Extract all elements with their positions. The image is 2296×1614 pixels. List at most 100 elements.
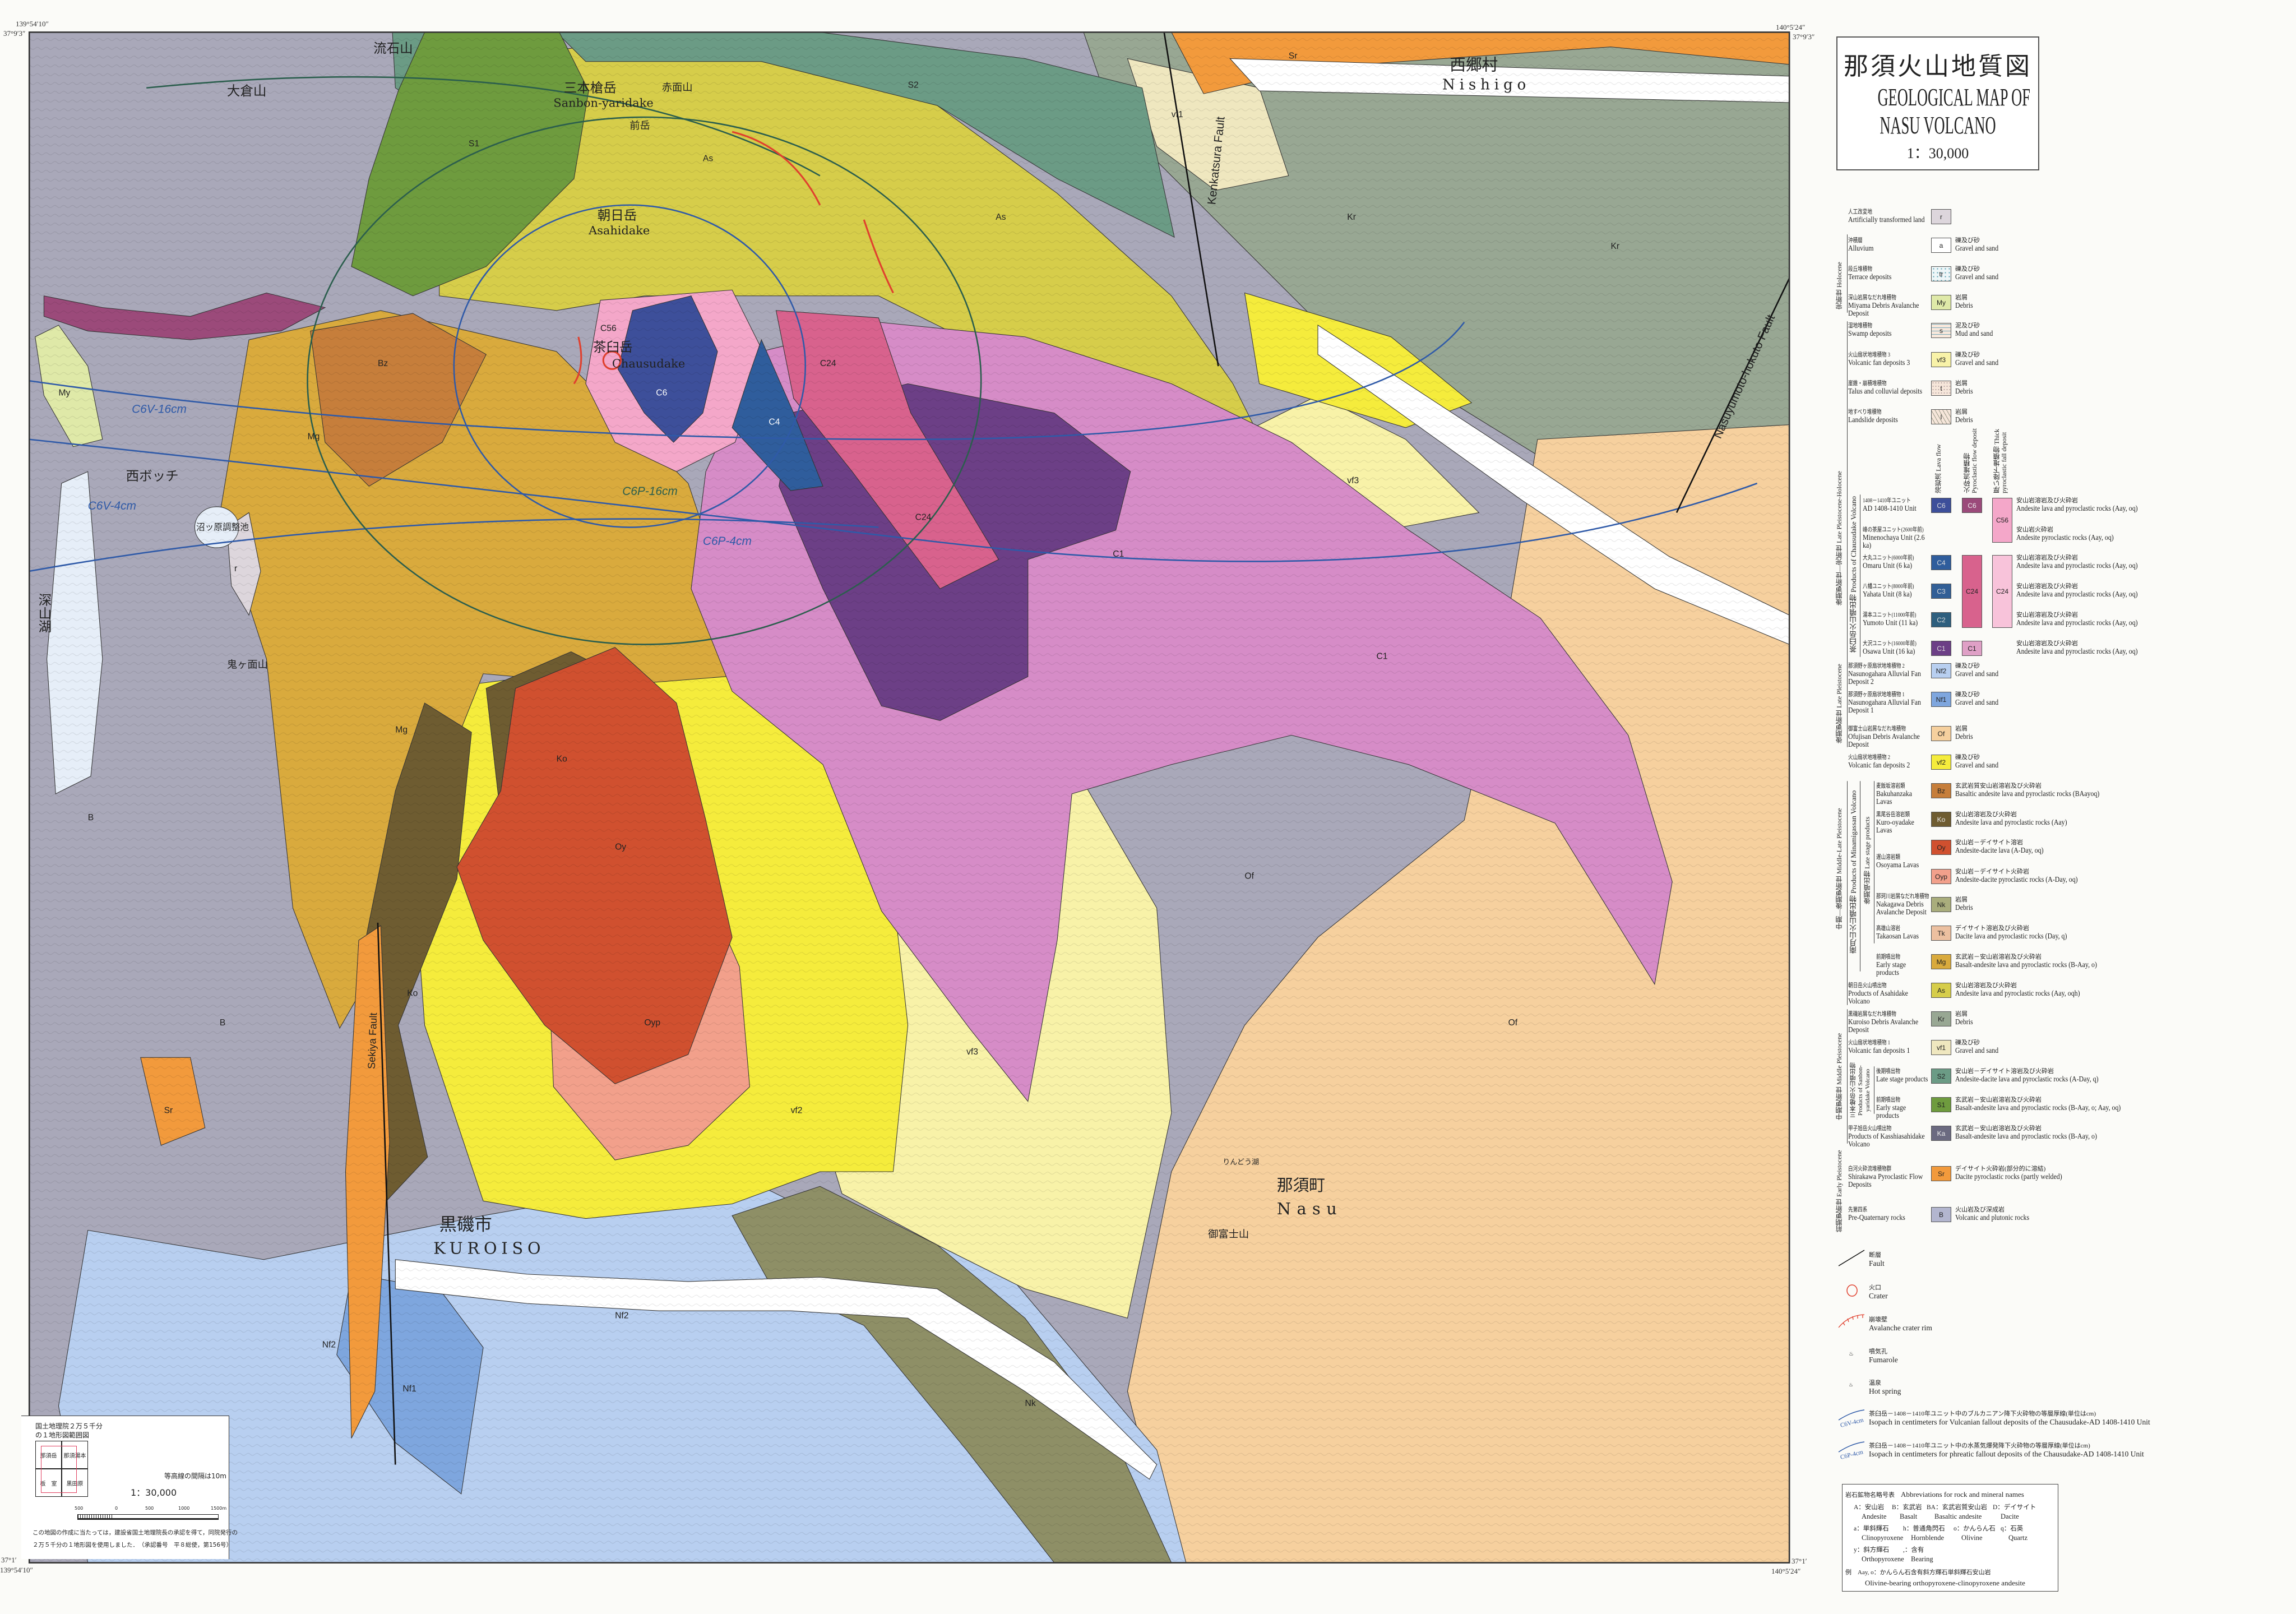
fault-nasuyumoto-hokuto <box>1675 278 1790 513</box>
legend-unit-name-ja: 火山扇状地堆積物 3 <box>1848 352 1891 358</box>
legend-description-en: Andesite lava and pyroclastic rocks (Aay… <box>1955 818 2067 826</box>
legend-unit-name-en: Terrace deposits <box>1848 272 1892 281</box>
column-header-lava: 溶岩流 Lava flow <box>1934 444 1942 493</box>
approval-note-line2: ２万５千分の１地形図を使用しました． （承認番号 平８総使，第156号） <box>33 1542 233 1548</box>
legend-description-en: Gravel and sand <box>1955 698 1999 706</box>
chausudake-unit-name: 峰の茶屋ユニット(2600年前) Minenochaya Unit (2.6 ka… <box>1863 526 1941 549</box>
legend-swatch-r: r <box>1931 209 1951 224</box>
legend-swatch-Tk: Tk <box>1931 926 1951 941</box>
avalanche-rim-2 <box>863 219 894 294</box>
legend-unit-description: 火山岩及び深成岩 Volcanic and plutonic rocks <box>1955 1206 2039 1222</box>
chausudake-unit-description: 安山岩溶岩及び火砕岩 Andesite lava and pyroclastic … <box>2016 497 2154 512</box>
chausudake-unit-name: 湯本ユニット(11000年前) Yumoto Unit (11 ka) <box>1863 611 1936 627</box>
unit-label: Mg <box>395 725 408 734</box>
symbol-label-ja: 崩壊壁 <box>1869 1316 1887 1323</box>
legend-description-en: Gravel and sand <box>1955 272 1999 281</box>
place-chausudake-en: Chausudake <box>612 357 685 371</box>
abbreviation-table: 岩石鉱物名略号表 Abbreviations for rock and mine… <box>1842 1484 2058 1592</box>
chausudake-unit-name-ja: 湯本ユニット(11000年前) <box>1863 612 1917 618</box>
unit-label: Oyp <box>644 1018 660 1028</box>
place-kuroiso-ja: 黒磯市 <box>439 1215 492 1235</box>
chausudake-description-ja: 安山岩溶岩及び火砕岩 <box>2016 554 2078 561</box>
coord-bottom-right-lat: 37°1′ <box>1792 1557 1807 1565</box>
place-nishibotchi: 西ボッチ <box>126 468 179 484</box>
unit-label: vf2 <box>791 1106 803 1116</box>
legend-description-en: Andesite lava and pyroclastic rocks (Aay… <box>1955 989 2080 997</box>
legend-unit-name-en: Volcanic fan deposits 3 <box>1848 358 1910 367</box>
legend-unit-name-en: Volcanic fan deposits 2 <box>1848 761 1910 769</box>
legend-unit-name: 遅山溶岩類 Osoyama Lavas <box>1876 853 1936 869</box>
legend-unit-name-ja: 甲子旭岳火山噴出物 <box>1848 1125 1892 1132</box>
scalebar <box>77 1514 219 1520</box>
place-ofujisan: 御富士山 <box>1208 1229 1249 1241</box>
chausudake-unit-name: 大丸ユニット(6000年前) Omaru Unit (6 ka) <box>1863 554 1936 570</box>
legend-unit-name-ja: 火山扇状地堆積物 2 <box>1848 754 1891 761</box>
unit-label: S1 <box>469 139 479 149</box>
sheet-itamuro: 板 室 <box>35 1469 62 1497</box>
chausudake-unit-name-en: Yahata Unit (8 ka) <box>1863 590 1912 598</box>
isopach-phreatic-tag: C6P-4cm <box>1840 1449 1864 1461</box>
place-asahidake-en: Asahidake <box>588 224 650 237</box>
chausudake-thick-swatch-C56: C56 <box>1992 498 2012 543</box>
legend-description-ja: 安山岩－デイサイト溶岩 <box>1955 839 2023 846</box>
legend-unit-name-en: Talus and colluvial deposits <box>1848 387 1923 395</box>
legend-description-ja: 岩屑 <box>1955 1011 1968 1018</box>
legend-unit-description: 安山岩－デイサイト溶岩及び火砕岩 Andesite-dacite lava and… <box>1955 1067 2118 1083</box>
legend-description-en: Debris <box>1955 415 1973 424</box>
legend-unit-name: 沖積層 Alluvium <box>1848 237 1938 252</box>
symbol-legend-item: 噴気孔 Fumarole <box>1869 1348 1898 1364</box>
chausudake-unit-name: 大沢ユニット(16000年前) Osawa Unit (16 ka) <box>1863 640 1936 655</box>
legend-unit-name: 甲子旭岳火山噴出物 Products of Kasshiasahidake Vol… <box>1848 1125 1938 1148</box>
chausudake-description-en: Andesite pyroclastic rocks (Aay, oq) <box>2016 533 2114 542</box>
legend-description-en: Debris <box>1955 301 1973 309</box>
legend-unit-description: 礫及び砂 Gravel and sand <box>1955 691 2005 706</box>
legend-description-ja: 岩屑 <box>1955 380 1968 387</box>
unit-label: B <box>220 1018 225 1028</box>
legend-description-en: Basalt-andesite lava and pyroclastic roc… <box>1955 1103 2121 1112</box>
legend-swatch-Nf1: Nf1 <box>1931 692 1951 707</box>
legend-unit-name: 後期噴出物 Late stage products <box>1876 1067 1936 1083</box>
legend-unit-name: 朝日岳火山噴出物 Products of Asahidake Volcano <box>1848 982 1938 1005</box>
abbr-english: Quartz <box>2008 1534 2028 1542</box>
chausudake-pyro-swatch-C6: C6 <box>1962 498 1982 513</box>
isopach-lines <box>29 76 1758 645</box>
chausudake-unit-name-en: AD 1408-1410 Unit <box>1863 504 1917 512</box>
chausudake-unit-description: 安山岩溶岩及び火砕岩 Andesite lava and pyroclastic … <box>2016 611 2154 627</box>
legend-description-ja: 岩屑 <box>1955 896 1968 903</box>
legend-swatch-vf3: vf3 <box>1931 352 1951 367</box>
symbol-label-ja: 断層 <box>1869 1252 1881 1259</box>
legend-unit-name: 火山扇状地堆積物 2 Volcanic fan deposits 2 <box>1848 753 1938 769</box>
legend-swatch-s: s <box>1931 323 1951 338</box>
legend-unit-name: 御富士山岩屑なだれ堆積物 Ofujisan Debris Avalanche De… <box>1848 725 1938 748</box>
unit-label: C4 <box>769 418 780 427</box>
group-middle-pleistocene: 中期更新世 Middle Pleistocene <box>1835 1033 1843 1120</box>
isopach-c6v-16 <box>29 321 1465 441</box>
chausudake-description-ja: 安山岩火砕岩 <box>2016 526 2053 533</box>
legend-description-ja: 玄武岩－安山岩溶岩及び火砕岩 <box>1955 1125 2042 1132</box>
legend-unit-name: 白河火砕流堆積物群 Shirakawa Pyroclastic Flow Depo… <box>1848 1165 1938 1188</box>
map-frame <box>28 31 1790 1564</box>
place-nishigo-en: Nishigo <box>1442 76 1530 93</box>
place-kuroiso-en: KUROISO <box>433 1238 545 1257</box>
legend-swatch-t: t <box>1931 381 1951 396</box>
legend-description-ja: 岩屑 <box>1955 409 1968 415</box>
abbr-key: h：普通角閃石 <box>1903 1525 1945 1532</box>
legend-unit-description: 岩屑 Debris <box>1955 896 1975 912</box>
group-late-pleistocene-holocene: 後期更新世—完新世 Late Pleistocene-Holocene <box>1835 471 1843 605</box>
unit-label: C56 <box>600 323 617 333</box>
legend-description-ja: デイサイト火砕岩(部分的に溶結) <box>1955 1166 2046 1172</box>
unit-label: Bz <box>378 359 388 368</box>
symbol-label-ja: 茶臼岳－1408－1410年ユニット中のブルカニアン降下火砕物の等層厚線(単位は… <box>1869 1410 2096 1417</box>
legend-swatch-l: l <box>1931 409 1951 424</box>
legend-unit-name-en: Kuro-oyadake Lavas <box>1876 818 1914 834</box>
brace <box>1847 321 1848 747</box>
abbr-english: Andesite <box>1862 1513 1887 1520</box>
crater-features <box>573 131 894 385</box>
legend-unit-name-ja: 遅山溶岩類 <box>1876 854 1900 861</box>
abbr-key: q：石英 <box>2001 1525 2024 1532</box>
legend-unit-description: 礫及び砂 Gravel and sand <box>1955 351 2005 367</box>
legend-description-ja: 礫及び砂 <box>1955 754 1980 761</box>
symbol-icons: ♨ ♨ C6V-4cm C6P-4cm <box>1838 1250 1865 1461</box>
group-holocene: 完新世 Holocene <box>1835 262 1843 310</box>
legend-description-en: Basalt-andesite lava and pyroclastic roc… <box>1955 1132 2097 1140</box>
